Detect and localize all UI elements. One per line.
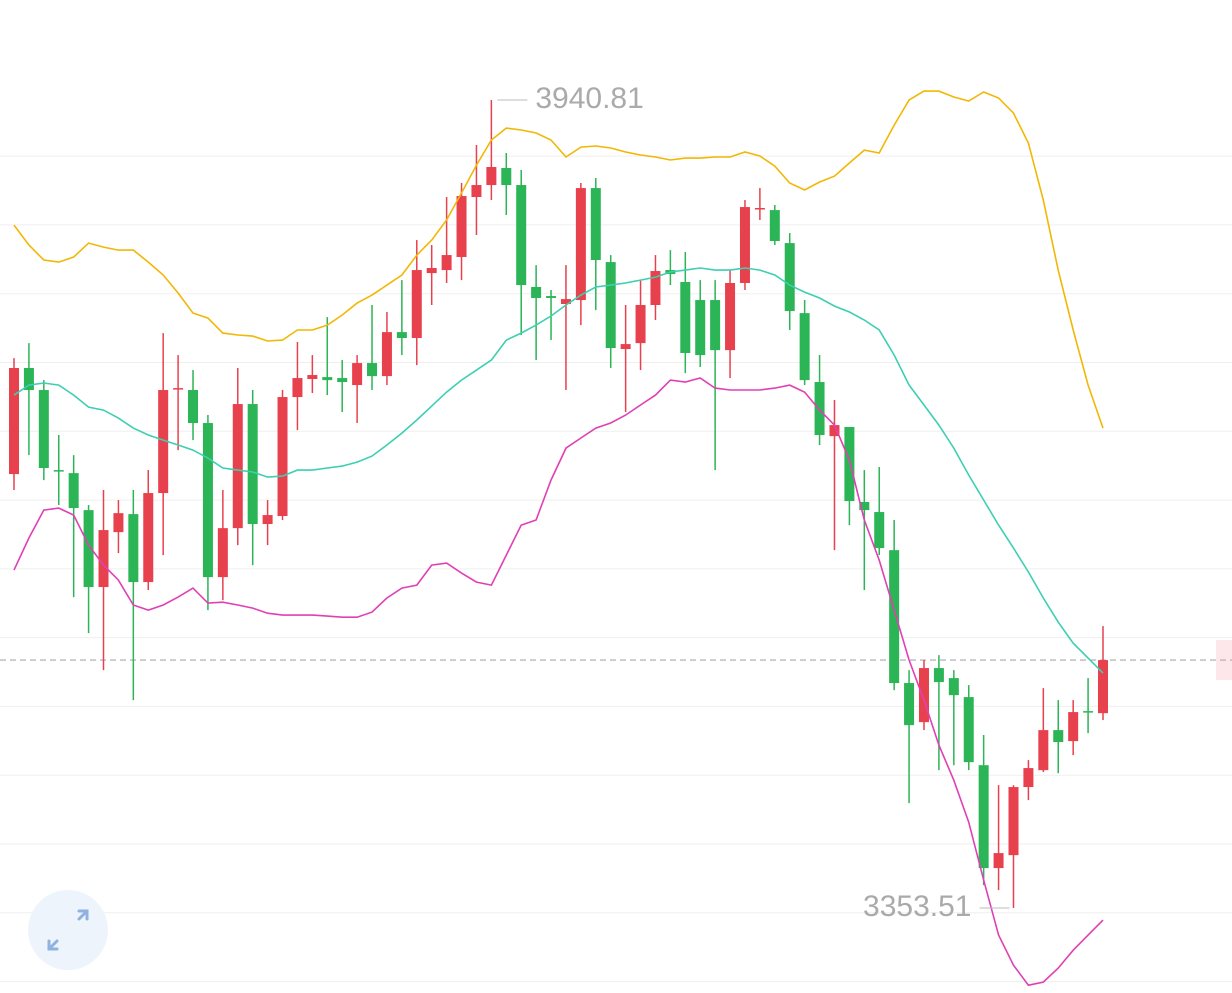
candle-body [635,304,646,344]
expand-button-bg[interactable] [28,890,108,970]
candle-body [769,210,780,242]
candle-body [933,668,944,683]
candle-body [829,425,840,437]
candle-body [1038,730,1049,771]
candle-body [471,185,482,198]
candle-body [143,493,154,583]
candle-body [725,282,736,351]
band-line [13,377,1104,987]
band-line [13,267,1104,674]
candle-body [993,853,1004,869]
candle-body [68,473,79,509]
candle-body [531,286,542,298]
candle-body [202,423,213,578]
candle-body [486,167,497,186]
candle-body [247,404,258,525]
candle-body [859,502,870,511]
candle-body [262,515,273,525]
candle-body [948,678,959,696]
candle-body [232,404,243,529]
candle-body [188,390,199,424]
candle-body [739,207,750,283]
candle-body [1008,787,1019,856]
candle-body [650,271,661,305]
candle-body [158,390,169,494]
candle-body [918,668,929,723]
candle-body [38,390,49,469]
candle-body [381,332,392,377]
candle-body [53,470,64,472]
candle-body [113,513,124,533]
candle-body [590,188,601,261]
candle-body [322,377,333,381]
candle-body [367,363,378,377]
candle-body [337,378,348,383]
expand-icon[interactable] [47,909,89,951]
candle-body [784,243,795,312]
max-label: 3940.81 [535,82,643,115]
candle-body [352,363,363,386]
candle-body [98,530,109,588]
candle-body [173,388,184,390]
candle-body [396,332,407,339]
candle-body [963,697,974,763]
candle-body [1068,712,1079,742]
candle-body [277,397,288,517]
candle-body [546,296,557,298]
candle-body [501,167,512,186]
candle-body [575,188,586,301]
candle-body [620,344,631,350]
candle-body [844,427,855,502]
candle-body [456,196,467,257]
candle-body [874,512,885,549]
candle-body [292,378,303,398]
candle-body [1083,711,1094,713]
candle-body [516,185,527,286]
candle-body [1053,730,1064,743]
candle-body [83,510,94,588]
candle-body [1023,768,1034,788]
candle-body [904,683,915,726]
candle-body [814,382,825,436]
candle-body [128,514,139,583]
candle-body [217,528,228,578]
candle-body [889,550,900,684]
candle-body [9,368,19,475]
candle-body [605,262,616,349]
candle-body [441,255,452,271]
min-label: 3353.51 [863,890,971,923]
candle-body [411,270,422,339]
candle-body [1098,660,1108,714]
candle-body [23,368,34,391]
candle-body [426,267,437,274]
candle-body [799,313,810,381]
candle-body [695,300,706,356]
band-line [13,90,1104,429]
candle-body [680,282,691,354]
expand-button[interactable] [28,890,108,970]
candle-body [560,299,571,305]
candle-body [978,765,989,869]
candle-body [754,208,765,210]
candle-body [710,300,721,351]
candle-body [307,375,318,380]
